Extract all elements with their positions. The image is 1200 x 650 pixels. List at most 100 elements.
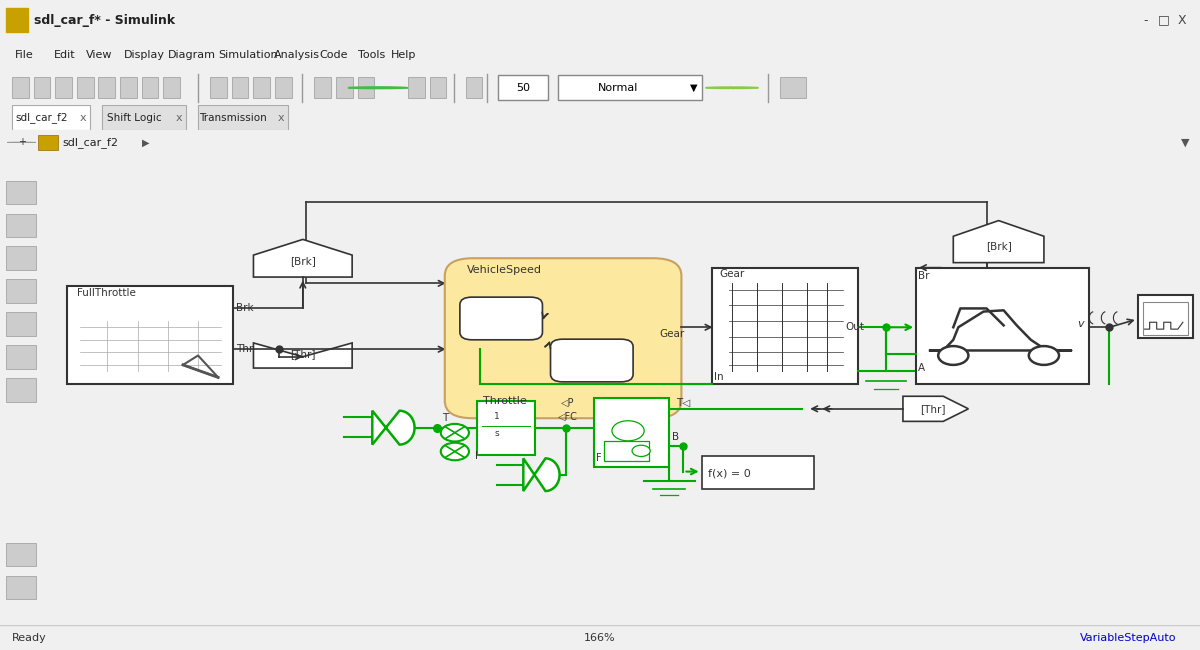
Text: VehicleSpeed: VehicleSpeed xyxy=(467,265,542,275)
Text: Display: Display xyxy=(124,50,164,60)
Text: sdl_car_f2: sdl_car_f2 xyxy=(16,112,67,123)
FancyBboxPatch shape xyxy=(551,339,634,382)
Text: T: T xyxy=(442,413,448,423)
Text: 50: 50 xyxy=(516,83,530,93)
Bar xyxy=(98,77,115,98)
Bar xyxy=(712,268,858,384)
Bar xyxy=(336,77,353,98)
Bar xyxy=(1138,295,1193,338)
Bar xyxy=(916,268,1090,384)
Bar xyxy=(12,77,29,98)
Text: Throttle: Throttle xyxy=(484,396,527,406)
Polygon shape xyxy=(253,343,352,368)
Bar xyxy=(780,77,806,98)
Bar xyxy=(6,213,36,237)
Text: 166%: 166% xyxy=(584,632,616,643)
Text: Gear: Gear xyxy=(659,328,684,339)
Bar xyxy=(558,75,702,100)
Circle shape xyxy=(938,346,968,365)
Bar xyxy=(314,77,331,98)
Text: Thr: Thr xyxy=(236,344,253,354)
Text: Transmission: Transmission xyxy=(199,112,268,123)
Text: v: v xyxy=(1078,319,1084,330)
Text: [Thr]: [Thr] xyxy=(290,349,316,359)
Text: ▼: ▼ xyxy=(690,83,697,93)
Bar xyxy=(253,77,270,98)
Polygon shape xyxy=(523,458,559,491)
Bar xyxy=(6,543,36,566)
Text: VariableStepAuto: VariableStepAuto xyxy=(1080,632,1176,643)
Text: Tools: Tools xyxy=(358,50,385,60)
Bar xyxy=(12,105,90,130)
Bar xyxy=(498,75,548,100)
Bar xyxy=(142,77,158,98)
Polygon shape xyxy=(253,239,352,277)
Bar xyxy=(232,77,248,98)
Bar xyxy=(77,77,94,98)
Text: I: I xyxy=(475,451,478,461)
Text: Gear: Gear xyxy=(720,269,745,279)
Bar xyxy=(594,398,670,467)
Bar xyxy=(6,8,28,32)
Polygon shape xyxy=(372,411,414,445)
Text: f(x) = 0: f(x) = 0 xyxy=(708,469,750,478)
Bar xyxy=(275,77,292,98)
Text: FullThrottle: FullThrottle xyxy=(77,288,136,298)
Text: Edit: Edit xyxy=(54,50,76,60)
Bar xyxy=(120,77,137,98)
Circle shape xyxy=(348,87,408,88)
Circle shape xyxy=(440,443,469,460)
Text: [Brk]: [Brk] xyxy=(985,240,1012,251)
FancyBboxPatch shape xyxy=(445,258,682,418)
Bar xyxy=(6,378,36,402)
Bar xyxy=(466,77,482,98)
Text: Out: Out xyxy=(846,322,864,332)
Text: Normal: Normal xyxy=(598,83,638,93)
Bar xyxy=(198,105,288,130)
Bar xyxy=(6,345,36,369)
Bar xyxy=(67,287,233,383)
Circle shape xyxy=(706,87,758,88)
Text: x: x xyxy=(175,112,182,123)
Text: Analysis: Analysis xyxy=(274,50,319,60)
Bar xyxy=(430,77,446,98)
Polygon shape xyxy=(953,220,1044,263)
Polygon shape xyxy=(902,396,968,421)
Text: A: A xyxy=(918,363,925,373)
Text: ▼: ▼ xyxy=(1181,137,1190,148)
Bar xyxy=(702,456,815,489)
Text: F: F xyxy=(596,453,601,463)
Text: Diagram: Diagram xyxy=(168,50,216,60)
Text: Help: Help xyxy=(391,50,416,60)
Text: ◁P: ◁P xyxy=(560,398,574,408)
Text: s: s xyxy=(494,429,499,438)
Text: ◁FC: ◁FC xyxy=(558,411,577,421)
Bar xyxy=(34,77,50,98)
FancyBboxPatch shape xyxy=(460,297,542,340)
Bar xyxy=(6,313,36,336)
Text: 1: 1 xyxy=(494,413,500,421)
Bar xyxy=(38,135,58,150)
Text: ▶: ▶ xyxy=(142,137,149,148)
Bar xyxy=(6,576,36,599)
Bar xyxy=(210,77,227,98)
Bar xyxy=(408,77,425,98)
Bar xyxy=(604,441,649,461)
Bar xyxy=(6,246,36,270)
Text: Code: Code xyxy=(319,50,348,60)
Text: □: □ xyxy=(1158,14,1170,27)
Text: ✓: ✓ xyxy=(727,83,737,93)
Bar xyxy=(55,77,72,98)
Text: Shift Logic: Shift Logic xyxy=(107,112,162,123)
Text: Brk: Brk xyxy=(236,304,254,313)
Circle shape xyxy=(632,445,650,456)
Circle shape xyxy=(440,424,469,441)
Text: sdl_car_f* - Simulink: sdl_car_f* - Simulink xyxy=(34,14,175,27)
Text: View: View xyxy=(86,50,113,60)
Text: sdl_car_f2: sdl_car_f2 xyxy=(62,137,119,148)
Text: File: File xyxy=(14,50,34,60)
Text: T◁: T◁ xyxy=(677,398,691,408)
Text: +: + xyxy=(18,137,25,148)
Text: X: X xyxy=(1177,14,1187,27)
Circle shape xyxy=(1028,346,1060,365)
